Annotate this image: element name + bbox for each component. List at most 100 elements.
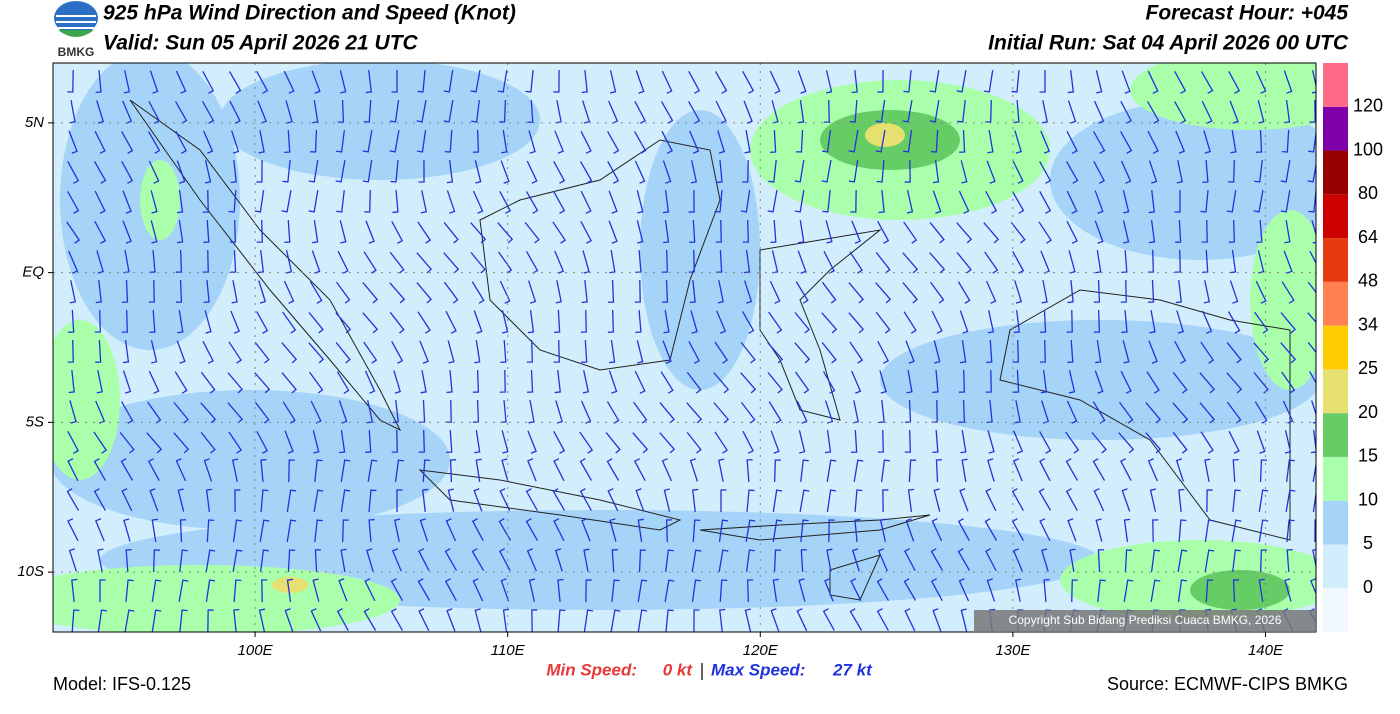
wind-barb xyxy=(501,458,509,482)
wind-barb xyxy=(1068,370,1076,394)
wind-barb xyxy=(281,342,298,364)
wind-barb xyxy=(286,519,297,542)
wind-barb xyxy=(661,458,673,482)
wind-barb xyxy=(526,339,533,363)
wind-barb xyxy=(1312,489,1316,512)
wind-barb xyxy=(392,189,399,214)
wind-barb xyxy=(340,489,351,512)
wind-barb xyxy=(879,518,887,542)
wind-barb xyxy=(585,579,592,603)
wind-barb xyxy=(527,458,537,482)
wind-barb xyxy=(1311,70,1316,94)
wind-barb xyxy=(175,70,187,94)
wind-barb xyxy=(794,342,811,364)
wind-barb xyxy=(1228,219,1236,243)
wind-barb xyxy=(97,548,104,572)
wind-barb xyxy=(610,609,621,632)
wind-barb xyxy=(795,281,809,304)
wind-barb xyxy=(848,312,865,334)
wind-barb xyxy=(1152,519,1159,543)
wind-barb xyxy=(314,519,323,543)
wind-barb xyxy=(689,279,696,304)
wind-barb xyxy=(985,99,992,123)
wind-barb xyxy=(474,160,482,184)
wind-barb xyxy=(1311,400,1316,424)
wind-barb xyxy=(632,432,649,454)
wind-barb xyxy=(261,579,268,603)
wind-barb xyxy=(308,312,324,334)
max-speed-value: 27 kt xyxy=(832,660,873,679)
wind-barb xyxy=(554,369,561,394)
wind-barb xyxy=(636,190,644,214)
wind-barb xyxy=(499,190,512,214)
wind-barb xyxy=(202,101,215,124)
wind-barb xyxy=(310,608,322,632)
wind-barb xyxy=(69,400,77,424)
wind-barb xyxy=(713,372,730,394)
wind-barb xyxy=(908,459,917,483)
wind-barb xyxy=(173,432,190,454)
wind-barb xyxy=(179,609,188,632)
wind-barb xyxy=(904,159,911,183)
wind-barb xyxy=(690,160,698,184)
wind-barb xyxy=(1281,371,1296,394)
wind-barb xyxy=(254,372,271,394)
wind-barb xyxy=(580,130,592,154)
wind-barb xyxy=(1097,549,1104,573)
wind-barb xyxy=(823,99,830,123)
wind-barb xyxy=(396,489,403,513)
wind-barb xyxy=(958,399,966,423)
wind-barb xyxy=(148,279,155,303)
wind-barb xyxy=(390,608,403,631)
wind-barb xyxy=(525,69,534,93)
wind-barb xyxy=(446,369,453,394)
wind-barb xyxy=(579,488,592,511)
wind-barb xyxy=(1174,71,1187,94)
wind-barb xyxy=(368,489,377,513)
wind-barb xyxy=(526,548,537,572)
wind-barb xyxy=(637,518,644,542)
wind-barb xyxy=(1039,339,1046,363)
wind-barb xyxy=(743,250,751,274)
wind-barb xyxy=(930,578,943,601)
wind-barb xyxy=(1150,549,1160,572)
wind-barb xyxy=(499,369,506,393)
wind-barb xyxy=(552,488,566,511)
wind-barb xyxy=(902,100,913,123)
y-tick-label: 5N xyxy=(25,114,44,131)
wind-barb xyxy=(660,371,674,394)
wind-barb xyxy=(553,518,565,542)
colorbar: 0 5 10 15 20 25 34 48 64 80 100 120 xyxy=(1323,63,1383,632)
wind-barb xyxy=(882,489,889,513)
wind-barb xyxy=(636,220,644,244)
wind-barb xyxy=(875,311,891,334)
wind-barb xyxy=(1118,401,1134,424)
colorbar-segment xyxy=(1323,238,1348,282)
wind-barb xyxy=(1093,100,1105,124)
wind-barb xyxy=(1066,220,1078,244)
wind-barb xyxy=(206,519,215,543)
wind-barb xyxy=(1041,400,1050,424)
wind-barb xyxy=(151,579,162,602)
wind-barb xyxy=(69,280,77,304)
wind-barb xyxy=(260,458,267,483)
wind-barb xyxy=(470,252,486,274)
wind-barb xyxy=(390,578,403,601)
wind-barb xyxy=(1307,312,1316,324)
logo-text: BMKG xyxy=(58,45,95,59)
wind-barb xyxy=(1123,579,1134,602)
wind-barb xyxy=(335,342,351,364)
wind-barb xyxy=(419,340,429,364)
wind-barb xyxy=(233,608,240,632)
wind-barb xyxy=(689,219,696,243)
wind-barb xyxy=(96,100,105,124)
wind-barb xyxy=(1314,519,1316,543)
wind-barb xyxy=(1011,488,1024,511)
wind-barb xyxy=(314,549,321,573)
wind-barb xyxy=(335,281,351,304)
wind-barb xyxy=(1097,579,1106,603)
wind-barb xyxy=(826,459,837,482)
colorbar-label: 34 xyxy=(1358,314,1378,334)
colorbar-segment xyxy=(1323,544,1348,589)
wind-barb xyxy=(472,129,480,153)
